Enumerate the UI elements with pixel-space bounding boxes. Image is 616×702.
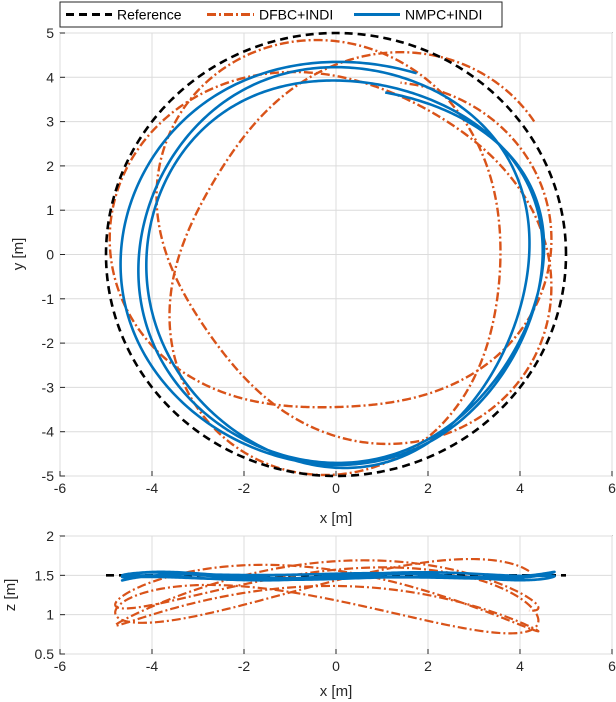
bottom-y-tick-label: 2 [46, 528, 54, 544]
bottom-x-tick-label: -6 [54, 658, 67, 674]
top-y-tick-label: 1 [46, 202, 54, 218]
legend-label-reference: Reference [117, 7, 182, 23]
bottom-x-tick-label: 4 [516, 658, 524, 674]
legend-label-dfbc: DFBC+INDI [259, 7, 333, 23]
top-y-tick-label: 2 [46, 158, 54, 174]
top-x-axis-label: x [m] [320, 510, 353, 527]
top-y-tick-label: -2 [42, 335, 55, 351]
top-x-tick-label: 2 [424, 480, 432, 496]
legend-box [59, 1, 503, 28]
top-y-tick-label: -4 [42, 424, 55, 440]
top-y-tick-label: 5 [46, 25, 54, 41]
top-series [104, 31, 568, 478]
bottom-axes-xz: -6 -4 -2 0 2 4 6 0.5 1 1.5 2 x [m] z [m] [2, 528, 616, 700]
bottom-x-tick-label: -2 [238, 658, 251, 674]
top-ticks: -6 -4 -2 0 2 4 6 -5 -4 -3 -2 -1 0 1 2 3 4 5 [42, 25, 616, 496]
top-x-tick-label: 4 [516, 480, 524, 496]
top-y-tick-label: -1 [42, 291, 55, 307]
top-series-reference-line [104, 31, 568, 478]
top-x-tick-label: -2 [238, 480, 251, 496]
bottom-series-nmpc-line [120, 570, 556, 582]
bottom-x-tick-label: -4 [146, 658, 159, 674]
top-x-tick-label: -4 [146, 480, 159, 496]
top-y-tick-label: 0 [46, 247, 54, 263]
top-y-tick-label: -3 [42, 379, 55, 395]
bottom-y-tick-label: 1.5 [35, 567, 55, 583]
legend-label-nmpc: NMPC+INDI [405, 7, 482, 23]
bottom-y-axis-label: z [m] [2, 579, 19, 612]
bottom-series-dfbc-line [114, 557, 540, 635]
top-axes-xy: -6 -4 -2 0 2 4 6 -5 -4 -3 -2 -1 0 1 2 3 4 5 x [m] y [m] [10, 25, 616, 527]
bottom-y-tick-label: 0.5 [35, 646, 55, 662]
bottom-x-tick-label: 6 [608, 658, 616, 674]
bottom-series [106, 557, 566, 635]
top-x-tick-label: 6 [608, 480, 616, 496]
top-y-tick-label: 3 [46, 114, 54, 130]
top-series-dfbc-line [108, 38, 553, 477]
bottom-x-axis-label: x [m] [320, 683, 353, 700]
top-x-tick-label: -6 [54, 480, 67, 496]
legend: Reference DFBC+INDI NMPC+INDI [59, 1, 503, 28]
top-x-tick-label: 0 [332, 480, 340, 496]
bottom-ticks: -6 -4 -2 0 2 4 6 0.5 1 1.5 2 [35, 528, 616, 674]
top-y-tick-label: -5 [42, 468, 55, 484]
top-y-tick-label: 4 [46, 69, 54, 85]
bottom-x-tick-label: 0 [332, 658, 340, 674]
top-series-nmpc-line [119, 60, 546, 470]
bottom-x-tick-label: 2 [424, 658, 432, 674]
bottom-y-tick-label: 1 [46, 607, 54, 623]
top-y-axis-label: y [m] [10, 238, 27, 271]
